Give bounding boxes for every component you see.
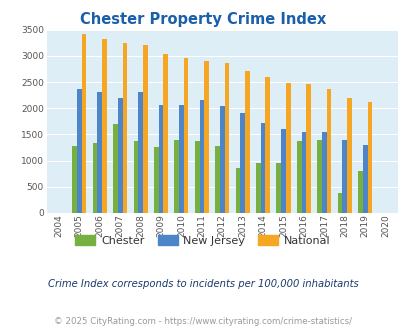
Bar bbox=[174, 140, 179, 213]
Bar bbox=[285, 82, 290, 213]
Bar bbox=[77, 89, 81, 213]
Bar bbox=[215, 147, 220, 213]
Bar bbox=[81, 34, 86, 213]
Text: Chester Property Crime Index: Chester Property Crime Index bbox=[80, 12, 325, 26]
Bar bbox=[321, 132, 326, 213]
Bar bbox=[122, 43, 127, 213]
Bar bbox=[346, 98, 351, 213]
Bar bbox=[362, 145, 367, 213]
Bar bbox=[179, 105, 183, 213]
Bar bbox=[117, 98, 122, 213]
Bar bbox=[158, 105, 163, 213]
Bar bbox=[235, 168, 240, 213]
Bar bbox=[296, 141, 301, 213]
Bar bbox=[276, 163, 281, 213]
Bar bbox=[281, 129, 285, 213]
Bar bbox=[326, 89, 330, 213]
Text: © 2025 CityRating.com - https://www.cityrating.com/crime-statistics/: © 2025 CityRating.com - https://www.city… bbox=[54, 317, 351, 326]
Bar bbox=[153, 148, 158, 213]
Bar bbox=[163, 54, 168, 213]
Legend: Chester, New Jersey, National: Chester, New Jersey, National bbox=[71, 231, 334, 250]
Bar bbox=[133, 141, 138, 213]
Bar bbox=[256, 163, 260, 213]
Bar bbox=[183, 58, 188, 213]
Bar bbox=[204, 61, 209, 213]
Bar bbox=[92, 143, 97, 213]
Bar bbox=[265, 77, 269, 213]
Bar bbox=[357, 171, 362, 213]
Bar bbox=[240, 114, 245, 213]
Bar bbox=[260, 123, 265, 213]
Bar bbox=[337, 193, 341, 213]
Bar bbox=[367, 102, 371, 213]
Bar bbox=[224, 63, 229, 213]
Bar bbox=[143, 46, 147, 213]
Bar bbox=[102, 39, 107, 213]
Bar bbox=[194, 141, 199, 213]
Bar bbox=[113, 124, 117, 213]
Text: Crime Index corresponds to incidents per 100,000 inhabitants: Crime Index corresponds to incidents per… bbox=[47, 279, 358, 289]
Bar bbox=[138, 92, 143, 213]
Bar bbox=[72, 147, 77, 213]
Bar bbox=[245, 71, 249, 213]
Bar bbox=[301, 132, 305, 213]
Bar bbox=[97, 92, 102, 213]
Bar bbox=[341, 140, 346, 213]
Bar bbox=[305, 84, 310, 213]
Bar bbox=[317, 140, 321, 213]
Bar bbox=[199, 100, 204, 213]
Bar bbox=[220, 106, 224, 213]
